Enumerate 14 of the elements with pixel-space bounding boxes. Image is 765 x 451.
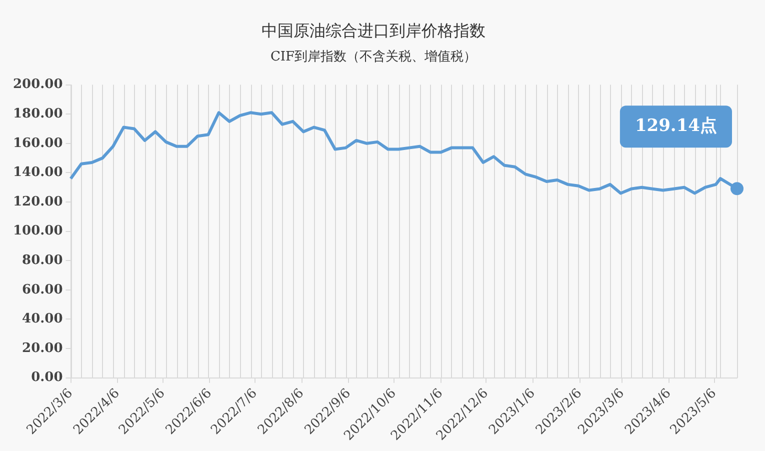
chart-subtitle: CIF到岸指数（不含关税、增值税）: [270, 49, 477, 64]
y-tick-label: 120.00: [12, 194, 63, 210]
y-tick-label: 40.00: [22, 312, 63, 327]
y-tick-label: 0.00: [31, 370, 63, 386]
y-tick-label: 180.00: [12, 106, 63, 122]
y-tick-label: 100.00: [12, 224, 63, 239]
y-tick-label: 200.00: [12, 77, 63, 92]
y-tick-label: 80.00: [22, 252, 63, 268]
y-tick-label: 160.00: [12, 136, 63, 151]
y-tick-label: 140.00: [12, 165, 63, 180]
y-tick-label: 60.00: [22, 282, 63, 298]
annotation: 129.14点: [634, 116, 717, 136]
y-tick-label: 20.00: [22, 340, 63, 356]
chart-title: 中国原油综合进口到岸价格指数: [262, 20, 486, 40]
